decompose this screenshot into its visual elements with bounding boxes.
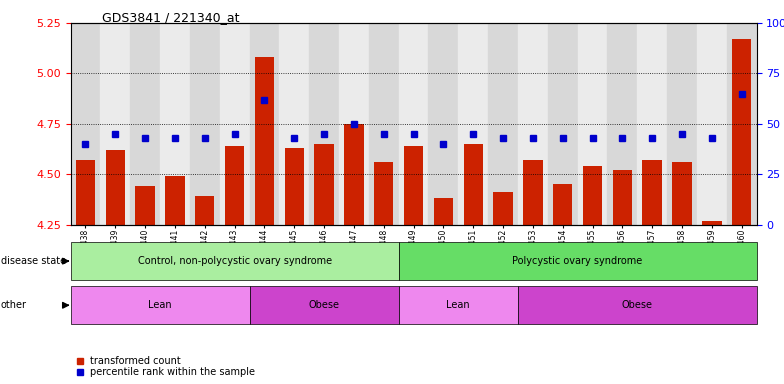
Bar <box>255 57 274 225</box>
Bar <box>309 23 339 225</box>
Text: Lean: Lean <box>148 300 172 310</box>
Bar <box>136 186 154 225</box>
Bar <box>583 166 602 225</box>
Bar <box>225 146 245 225</box>
Bar <box>612 170 632 225</box>
Bar <box>374 162 394 225</box>
Text: GDS3841 / 221340_at: GDS3841 / 221340_at <box>102 12 239 25</box>
Bar <box>249 23 279 225</box>
Bar <box>220 23 249 225</box>
Text: Polycystic ovary syndrome: Polycystic ovary syndrome <box>513 256 643 266</box>
Bar <box>553 184 572 225</box>
Bar <box>727 23 757 225</box>
Bar <box>702 221 721 225</box>
Text: Obese: Obese <box>309 300 339 310</box>
Bar <box>459 23 488 225</box>
Bar <box>314 144 334 225</box>
Bar <box>667 23 697 225</box>
Bar <box>368 23 398 225</box>
Bar <box>493 192 513 225</box>
Bar <box>190 23 220 225</box>
Text: Obese: Obese <box>622 300 653 310</box>
Bar <box>463 144 483 225</box>
Text: disease state: disease state <box>1 256 66 266</box>
Bar <box>642 160 662 225</box>
Bar <box>344 124 364 225</box>
Bar <box>160 23 190 225</box>
Bar <box>637 23 667 225</box>
Bar <box>578 23 608 225</box>
Bar <box>673 162 691 225</box>
Bar <box>76 160 95 225</box>
Bar <box>697 23 727 225</box>
Bar <box>398 23 429 225</box>
Bar <box>488 23 518 225</box>
Bar <box>100 23 130 225</box>
Text: transformed count: transformed count <box>90 356 181 366</box>
Text: other: other <box>1 300 27 310</box>
Text: Lean: Lean <box>446 300 470 310</box>
Bar <box>548 23 578 225</box>
Bar <box>130 23 160 225</box>
Bar <box>285 148 304 225</box>
Text: percentile rank within the sample: percentile rank within the sample <box>90 367 255 377</box>
Text: Control, non-polycystic ovary syndrome: Control, non-polycystic ovary syndrome <box>137 256 332 266</box>
Bar <box>71 23 100 225</box>
Bar <box>195 197 215 225</box>
Bar <box>429 23 459 225</box>
Bar <box>434 199 453 225</box>
Bar <box>608 23 637 225</box>
Bar <box>165 176 185 225</box>
Bar <box>339 23 368 225</box>
Bar <box>106 150 125 225</box>
Bar <box>404 146 423 225</box>
Bar <box>279 23 309 225</box>
Bar <box>518 23 548 225</box>
Bar <box>732 39 751 225</box>
Bar <box>523 160 543 225</box>
